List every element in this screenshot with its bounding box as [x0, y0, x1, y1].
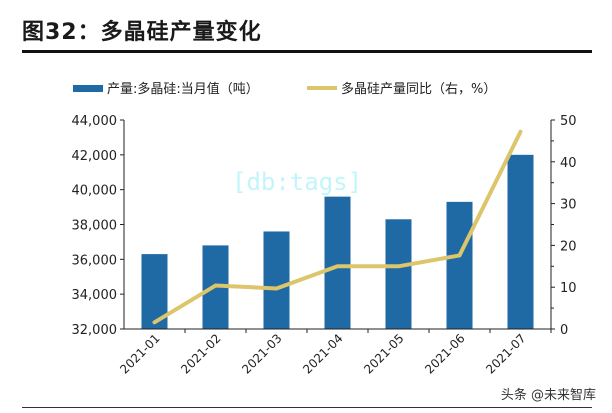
y-left-tick-label: 42,000 — [72, 149, 118, 164]
footer-credit: 头条 @未来智库 — [498, 384, 598, 403]
y-right-tick-label: 10 — [560, 281, 577, 296]
x-tick-label: 2021-01 — [117, 331, 162, 376]
y-left-tick-label: 40,000 — [72, 184, 118, 199]
bottom-rule — [22, 407, 592, 408]
x-tick-label: 2021-03 — [239, 331, 284, 376]
legend-bar-swatch — [73, 85, 103, 92]
x-tick-label: 2021-02 — [178, 331, 223, 376]
x-tick-label: 2021-04 — [300, 331, 345, 376]
y-right-tick-label: 0 — [560, 323, 568, 338]
y-right-tick-label: 30 — [560, 198, 577, 213]
y-left-tick-label: 38,000 — [72, 219, 118, 234]
bar-2021-07 — [507, 154, 534, 329]
y-left-tick-label: 36,000 — [72, 253, 118, 268]
title-rule — [22, 50, 592, 53]
bar-2021-05 — [385, 219, 412, 329]
y-right-tick-label: 50 — [560, 114, 577, 129]
x-tick-label: 2021-05 — [361, 331, 406, 376]
figure-title: 图32：多晶硅产量变化 — [22, 20, 262, 45]
legend-line-swatch — [307, 86, 337, 90]
bar-2021-06 — [446, 201, 473, 329]
y-right-tick-label: 40 — [560, 156, 577, 171]
y-right-tick-label: 20 — [560, 239, 577, 254]
y-left-tick-label: 34,000 — [72, 288, 118, 303]
legend-line-label: 多晶硅产量同比（右，%） — [341, 81, 496, 97]
x-tick-label: 2021-07 — [483, 331, 528, 376]
bar-2021-04 — [324, 196, 351, 329]
legend-bar-label: 产量:多晶硅:当月值（吨） — [107, 81, 259, 97]
watermark: [db:tags] — [232, 168, 363, 196]
x-tick-label: 2021-06 — [422, 331, 467, 376]
y-left-tick-label: 44,000 — [72, 114, 118, 129]
y-left-tick-label: 32,000 — [72, 323, 118, 338]
bar-2021-03 — [263, 231, 290, 329]
